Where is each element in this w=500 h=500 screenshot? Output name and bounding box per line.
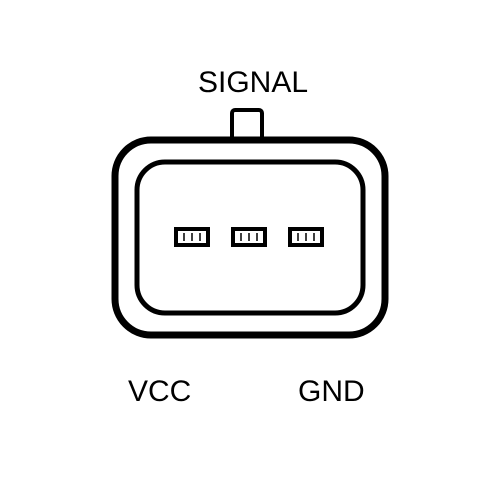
vcc-label: VCC xyxy=(128,375,191,409)
signal-label: SIGNAL xyxy=(198,66,308,100)
gnd-label: GND xyxy=(298,375,365,409)
